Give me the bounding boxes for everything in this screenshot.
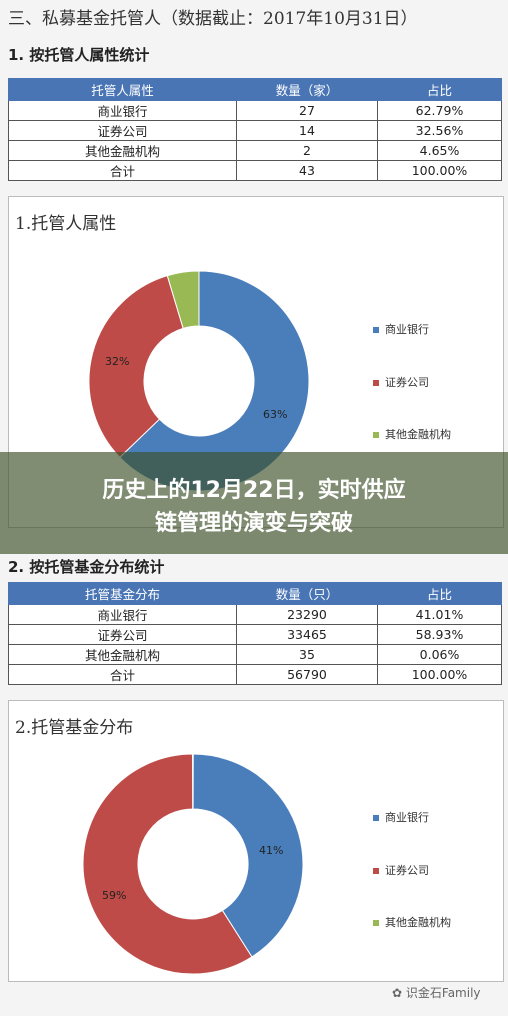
cell: 证券公司	[8, 120, 237, 141]
cell: 27	[236, 100, 378, 121]
cell: 32.56%	[377, 120, 502, 141]
column-header: 占比	[377, 582, 502, 605]
fund-table: 托管基金分布 数量（只） 占比 商业银行 23290 41.01% 证券公司 3346…	[8, 582, 502, 685]
legend-swatch	[373, 327, 379, 333]
page-title: 三、私募基金托管人（数据截止：2017年10月31日）	[8, 9, 418, 29]
cell: 33465	[236, 624, 378, 645]
chart2-label-bank: 41%	[259, 844, 284, 857]
headline-banner	[0, 452, 508, 554]
legend-swatch	[373, 380, 379, 386]
footer-brand: ✿ 识金石Family	[392, 984, 481, 1001]
chart2-donut	[82, 753, 304, 975]
cell: 4.65%	[377, 140, 502, 161]
chart1-label-bank: 63%	[263, 408, 288, 421]
chart1-donut	[88, 270, 310, 492]
table-header-row: 托管人属性 数量（家） 占比	[8, 78, 502, 101]
legend-swatch	[373, 815, 379, 821]
cell: 58.93%	[377, 624, 502, 645]
slice-other	[166, 270, 200, 329]
column-header: 数量（家）	[236, 78, 378, 101]
headline-text: 历史上的12月22日，实时供应 链管理的演变与突破	[0, 474, 508, 540]
cell: 100.00%	[377, 664, 502, 685]
cell: 其他金融机构	[8, 140, 237, 161]
cell: 43	[236, 160, 378, 181]
cell: 14	[236, 120, 378, 141]
table-row: 合计 43 100.00%	[8, 160, 502, 181]
attribute-table: 托管人属性 数量（家） 占比 商业银行 27 62.79% 证券公司 14 32.56%…	[8, 78, 502, 181]
table-row: 商业银行 27 62.79%	[8, 100, 502, 121]
slice-securities	[88, 275, 184, 459]
legend-item: 证券公司	[373, 862, 429, 878]
legend-label: 商业银行	[385, 811, 429, 824]
table-row: 合计 56790 100.00%	[8, 664, 502, 685]
legend-item: 其他金融机构	[373, 914, 451, 930]
chart2-title: 2.托管基金分布	[15, 718, 134, 738]
cell: 证券公司	[8, 624, 237, 645]
legend-item: 其他金融机构	[373, 426, 451, 442]
cell: 其他金融机构	[8, 644, 237, 665]
table-row: 商业银行 23290 41.01%	[8, 604, 502, 625]
cell: 商业银行	[8, 604, 237, 625]
cell: 合计	[8, 160, 237, 181]
column-header: 托管人属性	[8, 78, 237, 101]
legend-label: 证券公司	[385, 864, 429, 877]
headline-line-1: 历史上的12月22日，实时供应	[102, 478, 406, 503]
cell: 56790	[236, 664, 378, 685]
legend-item: 商业银行	[373, 321, 429, 337]
legend-swatch	[373, 920, 379, 926]
chart1-label-securities: 32%	[105, 355, 130, 368]
table-row: 证券公司 14 32.56%	[8, 120, 502, 141]
cell: 商业银行	[8, 100, 237, 121]
section1-title: 1. 按托管人属性统计	[8, 46, 150, 64]
cell: 41.01%	[377, 604, 502, 625]
wechat-icon: ✿	[392, 986, 403, 1000]
slice-securities	[82, 753, 253, 975]
legend-swatch	[373, 868, 379, 874]
headline-line-2: 链管理的演变与突破	[154, 511, 353, 536]
column-header: 占比	[377, 78, 502, 101]
chart1-title: 1.托管人属性	[15, 214, 117, 234]
table-row: 证券公司 33465 58.93%	[8, 624, 502, 645]
column-header: 数量（只）	[236, 582, 378, 605]
cell: 35	[236, 644, 378, 665]
legend-label: 商业银行	[385, 323, 429, 336]
chart2-label-securities: 59%	[102, 889, 127, 902]
slice-other	[192, 753, 194, 810]
slice-bank	[192, 753, 304, 958]
cell: 合计	[8, 664, 237, 685]
legend-label: 其他金融机构	[385, 428, 451, 441]
legend-swatch	[373, 432, 379, 438]
chart2-panel: 2.托管基金分布 41% 59% 商业银行 证券公司 其他金融机构	[8, 700, 504, 982]
section2-title: 2. 按托管基金分布统计	[8, 558, 165, 576]
table-row: 其他金融机构 35 0.06%	[8, 644, 502, 665]
table-header-row: 托管基金分布 数量（只） 占比	[8, 582, 502, 605]
cell: 62.79%	[377, 100, 502, 121]
table-row: 其他金融机构 2 4.65%	[8, 140, 502, 161]
column-header: 托管基金分布	[8, 582, 237, 605]
legend-label: 其他金融机构	[385, 916, 451, 929]
cell: 100.00%	[377, 160, 502, 181]
footer-text: 识金石Family	[405, 986, 481, 1000]
legend-item: 证券公司	[373, 374, 429, 390]
legend-item: 商业银行	[373, 809, 429, 825]
cell: 2	[236, 140, 378, 161]
cell: 23290	[236, 604, 378, 625]
cell: 0.06%	[377, 644, 502, 665]
legend-label: 证券公司	[385, 376, 429, 389]
